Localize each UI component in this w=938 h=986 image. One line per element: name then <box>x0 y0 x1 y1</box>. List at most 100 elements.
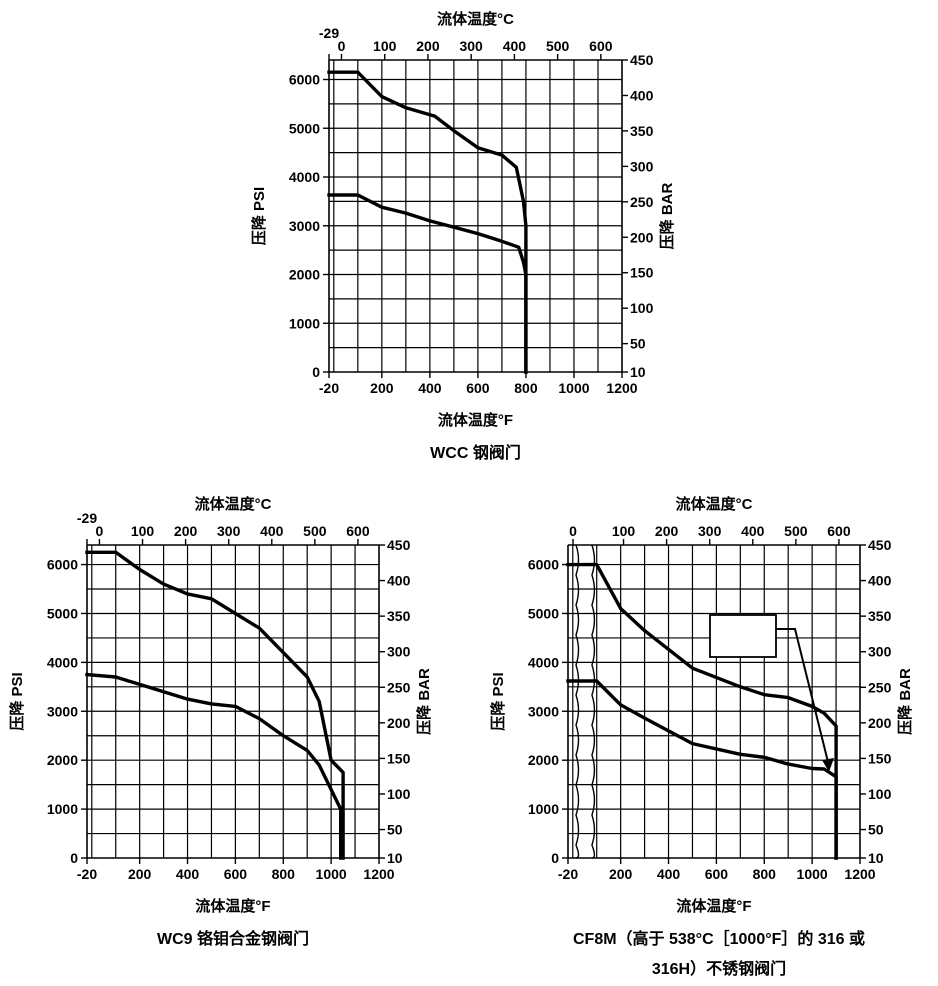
y-tick-label: 3000 <box>47 703 78 719</box>
x2-tick-label: 0 <box>338 38 346 54</box>
chart-1: -20 200 400 600 800 1000 120001000200030004000… <box>250 10 676 462</box>
y-tick-label: 0 <box>70 850 78 866</box>
series-1-line <box>327 70 528 374</box>
axis-break-mark <box>575 544 580 859</box>
x2-tick-label: 400 <box>503 38 527 54</box>
y2-tick-label: 300 <box>387 644 411 660</box>
y-tick-label: 5000 <box>47 605 78 621</box>
series-2-line <box>85 672 343 860</box>
x-tick-label: 1000 <box>316 866 347 882</box>
y2-tick-label: 400 <box>630 87 654 103</box>
y-tick-label: 0 <box>551 850 559 866</box>
y-tick-label: 5000 <box>528 605 559 621</box>
y-axis-title: 压降 PSI <box>250 187 268 245</box>
y-tick-label: 1000 <box>289 315 320 331</box>
y2-tick-label: 200 <box>387 715 411 731</box>
x-tick-label: 1200 <box>363 866 394 882</box>
y-axis-title: 压降 PSI <box>8 672 26 730</box>
y2-tick-label: 200 <box>630 229 654 245</box>
y-tick-label: 0 <box>312 364 320 380</box>
y2-tick-label: 400 <box>868 573 892 589</box>
series-2-line <box>566 679 838 860</box>
x2-tick-label: -29 <box>319 25 339 41</box>
y2-tick-label: 50 <box>630 336 646 352</box>
series-1-line <box>85 550 345 860</box>
x2-tick-label: 200 <box>174 523 198 539</box>
y2-tick-label: 350 <box>387 608 411 624</box>
x2-tick-label: 200 <box>655 523 679 539</box>
x-axis-title: 流体温度°F <box>195 897 270 915</box>
y-tick-label: 2000 <box>289 267 320 283</box>
chart-caption-line-1: CF8M（高于 538°C［1000°F］的 316 或 <box>573 929 865 948</box>
y-tick-label: 6000 <box>528 557 559 573</box>
x2-axis-title: 流体温度°C <box>195 495 272 513</box>
y2-tick-label: 350 <box>630 123 654 139</box>
x-tick-label: 800 <box>514 380 538 396</box>
y-tick-label: 3000 <box>289 218 320 234</box>
callout-arrowhead <box>822 758 834 772</box>
y-tick-label: 2000 <box>528 752 559 768</box>
x2-tick-label: 200 <box>416 38 440 54</box>
x2-tick-label: 100 <box>612 523 636 539</box>
y-tick-label: 4000 <box>528 654 559 670</box>
y2-tick-label: 50 <box>387 822 403 838</box>
y-tick-label: 3000 <box>528 703 559 719</box>
y2-tick-label: 300 <box>630 158 654 174</box>
y-tick-label: 6000 <box>289 72 320 88</box>
x-tick-label: -20 <box>319 380 339 396</box>
y2-tick-label: 50 <box>868 822 884 838</box>
x-axis-title: 流体温度°F <box>676 897 751 915</box>
y2-tick-label: 150 <box>387 750 411 766</box>
x-tick-label: 200 <box>128 866 152 882</box>
y-tick-label: 4000 <box>289 169 320 185</box>
x2-tick-label: 300 <box>217 523 241 539</box>
axis-break-mark <box>591 544 596 859</box>
x-tick-label: -20 <box>77 866 97 882</box>
y-tick-label: 5000 <box>289 120 320 136</box>
x-tick-label: 400 <box>176 866 200 882</box>
x2-axis-title: 流体温度°C <box>437 10 514 28</box>
x2-tick-label: 500 <box>784 523 808 539</box>
callout-leader <box>776 628 830 767</box>
x2-tick-label: 600 <box>589 38 613 54</box>
y2-tick-label: 150 <box>630 265 654 281</box>
x2-tick-label: 400 <box>741 523 765 539</box>
y2-axis-title: 压降 BAR <box>658 183 676 250</box>
x2-axis-title: 流体温度°C <box>676 495 753 513</box>
y2-axis-title: 压降 BAR <box>896 668 914 735</box>
series-1-line <box>566 562 838 860</box>
grid <box>329 60 622 372</box>
y2-tick-label: 10 <box>630 364 646 380</box>
x2-tick-label: 400 <box>260 523 284 539</box>
y2-tick-label: 350 <box>868 608 892 624</box>
x2-tick-label: 500 <box>303 523 327 539</box>
y-tick-label: 4000 <box>47 654 78 670</box>
x2-tick-label: 100 <box>373 38 397 54</box>
y2-tick-label: 300 <box>868 644 892 660</box>
chart-caption: WC9 铬钼合金钢阀门 <box>157 929 309 948</box>
x-tick-label: 400 <box>418 380 442 396</box>
x2-tick-label: -29 <box>77 510 97 526</box>
x2-tick-label: 600 <box>346 523 370 539</box>
y2-tick-label: 10 <box>387 850 403 866</box>
y2-tick-label: 100 <box>387 786 411 802</box>
y-tick-label: 1000 <box>47 801 78 817</box>
x-tick-label: 600 <box>224 866 248 882</box>
grid <box>87 545 379 858</box>
x2-tick-label: 0 <box>569 523 577 539</box>
x-tick-label: 600 <box>705 866 729 882</box>
x-tick-label: 200 <box>370 380 394 396</box>
series-2-line <box>327 193 528 374</box>
y2-tick-label: 100 <box>868 786 892 802</box>
y-tick-label: 6000 <box>47 557 78 573</box>
y2-tick-label: 10 <box>868 850 884 866</box>
y-tick-label: 1000 <box>528 801 559 817</box>
y2-axis-title: 压降 BAR <box>415 668 433 735</box>
x2-tick-label: 100 <box>131 523 155 539</box>
y2-tick-label: 250 <box>630 194 654 210</box>
chart-3: -20 200 400 600 800 1000 120001000200030004000… <box>489 495 914 978</box>
y2-tick-label: 450 <box>630 52 654 68</box>
y2-tick-label: 200 <box>868 715 892 731</box>
chart-2: -20 200 400 600 800 1000 120001000200030004000… <box>8 495 433 948</box>
